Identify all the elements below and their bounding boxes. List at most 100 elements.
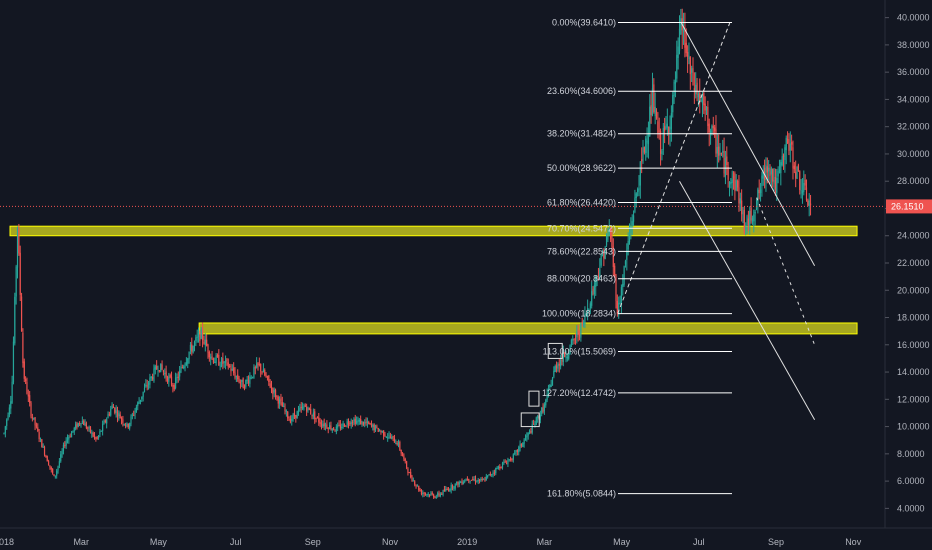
y-tick-label: 6.0000 bbox=[897, 476, 925, 486]
candle-body bbox=[168, 376, 170, 382]
candle-body bbox=[414, 481, 416, 485]
candle-body bbox=[580, 323, 582, 338]
candle-body bbox=[551, 377, 554, 386]
candle-body bbox=[181, 367, 183, 369]
candle-body bbox=[37, 427, 39, 431]
candle-body bbox=[734, 173, 736, 191]
candle-body bbox=[118, 413, 120, 416]
candle-body bbox=[191, 344, 193, 352]
candle-body bbox=[731, 179, 733, 183]
candle-body bbox=[474, 478, 477, 482]
support-zone[interactable] bbox=[198, 322, 858, 335]
candle-body bbox=[18, 228, 20, 254]
candle-body bbox=[153, 368, 155, 382]
candle-body bbox=[738, 187, 740, 204]
candle-body bbox=[707, 106, 709, 127]
candle-body bbox=[405, 461, 408, 468]
x-tick-label: Jul bbox=[230, 537, 242, 547]
candle-body bbox=[58, 461, 60, 466]
candle-body bbox=[130, 416, 132, 424]
candle-body bbox=[420, 490, 423, 494]
candle-body bbox=[20, 296, 23, 332]
candle-body bbox=[780, 162, 782, 174]
candle-body bbox=[107, 414, 109, 419]
candle-body bbox=[166, 376, 169, 382]
candle-body bbox=[123, 424, 125, 426]
candle-body bbox=[280, 398, 282, 402]
candle-body bbox=[356, 420, 358, 424]
candle-body bbox=[699, 93, 701, 102]
y-tick-label: 16.0000 bbox=[897, 340, 930, 350]
candle-body bbox=[796, 167, 798, 179]
fib-level-label: 78.60%(22.8543) bbox=[547, 246, 616, 256]
projection-dashed-line[interactable] bbox=[756, 197, 816, 345]
candle-body bbox=[146, 385, 148, 387]
fib-level-label: 100.00%(18.2834) bbox=[542, 309, 616, 319]
candle-body bbox=[468, 478, 470, 481]
candle-body bbox=[87, 427, 89, 429]
candle-body bbox=[170, 376, 173, 385]
candle-body bbox=[29, 395, 31, 403]
breakout-box[interactable] bbox=[520, 412, 540, 428]
candle-body bbox=[366, 421, 369, 423]
candle-body bbox=[628, 234, 631, 243]
candle-body bbox=[803, 183, 805, 193]
candle-body bbox=[634, 197, 636, 213]
candle-body bbox=[318, 417, 320, 423]
candle-body bbox=[249, 376, 251, 384]
candle-body bbox=[755, 205, 758, 210]
fib-level-label: 50.00%(28.9622) bbox=[547, 163, 616, 173]
candle-body bbox=[504, 461, 506, 463]
candle-body bbox=[362, 421, 364, 425]
descending-trendline[interactable] bbox=[680, 22, 816, 266]
candle-body bbox=[47, 461, 50, 466]
candle-body bbox=[264, 369, 266, 376]
candle-body bbox=[581, 321, 583, 323]
projection-line[interactable] bbox=[679, 180, 816, 421]
candle-body bbox=[34, 417, 36, 426]
candle-body bbox=[404, 458, 406, 462]
candle-body bbox=[714, 127, 716, 132]
candle-body bbox=[484, 479, 486, 481]
candle-body bbox=[61, 451, 63, 455]
candle-body bbox=[246, 379, 248, 381]
drawings bbox=[0, 22, 885, 428]
candle-body bbox=[314, 411, 316, 420]
price-axis[interactable]: 4.0000 6.0000 8.0000 10.0000 12.0000 14.0000 1… bbox=[884, 0, 932, 528]
candle-body bbox=[242, 378, 244, 389]
y-tick-label: 32.0000 bbox=[897, 122, 930, 132]
candle-body bbox=[510, 458, 512, 461]
candle-body bbox=[220, 358, 223, 366]
candle-body bbox=[203, 341, 205, 344]
candle-body bbox=[808, 200, 810, 207]
support-zone[interactable] bbox=[9, 225, 858, 237]
candle-body bbox=[537, 416, 539, 419]
candle-body bbox=[618, 302, 620, 315]
candle-body bbox=[637, 189, 639, 192]
y-tick-label: 12.0000 bbox=[897, 394, 930, 404]
breakout-box[interactable] bbox=[547, 342, 563, 359]
candle-body bbox=[443, 489, 446, 492]
candle-body bbox=[407, 468, 409, 473]
candle-body bbox=[342, 423, 344, 427]
candle-body bbox=[177, 376, 179, 378]
x-tick-label: 2018 bbox=[0, 537, 14, 547]
time-axis[interactable]: 2018 Mar May Jul Sep Nov 2019 Mar May Jul Sep Nov bbox=[0, 527, 932, 547]
candle-body bbox=[715, 129, 717, 154]
breakout-box[interactable] bbox=[528, 390, 540, 407]
candle-body bbox=[519, 444, 521, 449]
candle-body bbox=[374, 425, 377, 431]
candle-body bbox=[357, 420, 359, 422]
candle-body bbox=[76, 423, 78, 428]
candle-body bbox=[589, 303, 591, 309]
current-price-label: 26.1510 bbox=[891, 201, 924, 211]
candle-body bbox=[781, 156, 783, 166]
candle-body bbox=[323, 423, 325, 427]
candle-body bbox=[284, 407, 286, 411]
candle-body bbox=[208, 351, 210, 358]
candle-body bbox=[250, 377, 252, 379]
candle-body bbox=[493, 472, 496, 474]
candle-body bbox=[691, 68, 693, 73]
candle-body bbox=[269, 383, 271, 388]
